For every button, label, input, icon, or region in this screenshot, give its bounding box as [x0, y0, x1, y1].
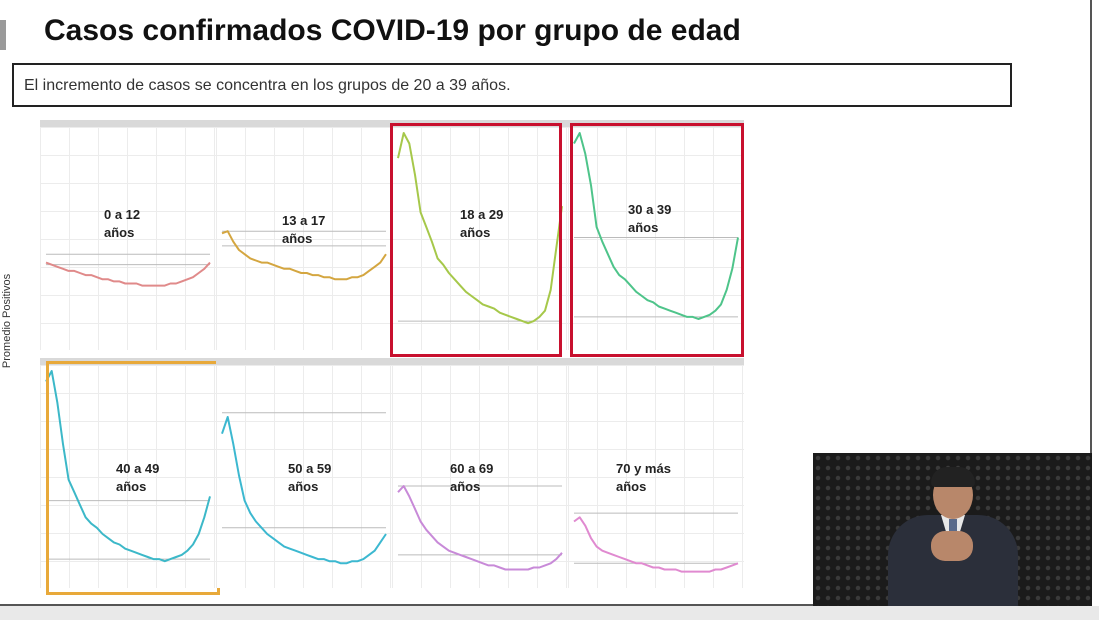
panel-strip	[568, 120, 744, 127]
panel-strip	[40, 358, 216, 365]
panel-label-unit: años	[616, 479, 647, 494]
slide-subtitle: El incremento de casos se concentra en l…	[24, 77, 511, 94]
subtitle-box: El incremento de casos se concentra en l…	[12, 63, 1012, 107]
series-line	[573, 516, 739, 573]
panel-8	[568, 358, 744, 588]
panel-plot	[221, 230, 387, 281]
panel-label: 50 a 59 años	[288, 460, 331, 496]
panel-label-group: 30 a 39	[628, 202, 672, 217]
panel-plot	[573, 132, 739, 320]
interpreter-hands	[931, 531, 973, 561]
series-line	[221, 416, 387, 565]
series-line	[397, 485, 563, 571]
panel-label-group: 18 a 29	[460, 207, 504, 222]
panel-label: 70 y más años	[616, 460, 671, 496]
panel-grid	[392, 127, 568, 350]
panel-grid	[40, 127, 216, 350]
slide-title: Casos confirmados COVID-19 por grupo de …	[44, 14, 741, 47]
panel-grid	[216, 365, 392, 588]
panel-plot	[397, 485, 563, 571]
panel-4	[568, 120, 744, 350]
panel-strip	[568, 358, 744, 365]
panel-1	[40, 120, 216, 350]
bottom-strip	[0, 606, 1099, 620]
series-line	[221, 230, 387, 281]
panel-label-unit: años	[460, 225, 491, 240]
panel-label-group: 40 a 49	[116, 461, 160, 476]
panel-label: 40 a 49 años	[116, 460, 159, 496]
panel-7	[392, 358, 568, 588]
panel-grid	[568, 365, 744, 588]
panel-plot	[221, 412, 387, 565]
panel-label: 18 a 29 años	[460, 206, 503, 242]
panel-plot	[573, 512, 739, 573]
panel-label: 0 a 12 años	[104, 206, 140, 242]
panel-label-unit: años	[116, 479, 147, 494]
panel-label-group: 13 a 17	[282, 213, 326, 228]
panel-2	[216, 120, 392, 350]
title-accent	[0, 20, 6, 50]
panel-strip	[216, 120, 392, 127]
panel-grid	[392, 365, 568, 588]
panel-3	[392, 120, 568, 350]
sign-language-interpreter	[813, 453, 1092, 606]
panel-strip	[392, 358, 568, 365]
panel-plot	[45, 253, 211, 287]
series-line	[45, 370, 211, 563]
series-line	[45, 261, 211, 287]
panel-strip	[40, 120, 216, 127]
panel-plot	[45, 370, 211, 563]
panel-label-unit: años	[450, 479, 481, 494]
panel-label-unit: años	[288, 479, 319, 494]
panel-grid	[568, 127, 744, 350]
panel-6	[216, 358, 392, 588]
panel-label: 60 a 69 años	[450, 460, 493, 496]
panel-label: 30 a 39 años	[628, 201, 671, 237]
panel-strip	[392, 120, 568, 127]
panel-label-group: 60 a 69	[450, 461, 494, 476]
series-line	[573, 132, 739, 320]
interpreter-hair	[931, 467, 975, 487]
panel-label-unit: años	[282, 231, 313, 246]
series-line	[397, 132, 563, 325]
panel-label-group: 50 a 59	[288, 461, 332, 476]
panel-label-group: 70 y más	[616, 461, 671, 476]
panel-strip	[216, 358, 392, 365]
panel-label-group: 0 a 12	[104, 207, 141, 222]
panel-label-unit: años	[628, 220, 659, 235]
slide-frame	[0, 0, 1092, 606]
panel-label-unit: años	[104, 225, 135, 240]
panel-label: 13 a 17 años	[282, 212, 325, 248]
panel-grid	[216, 127, 392, 350]
panel-plot	[397, 132, 563, 325]
